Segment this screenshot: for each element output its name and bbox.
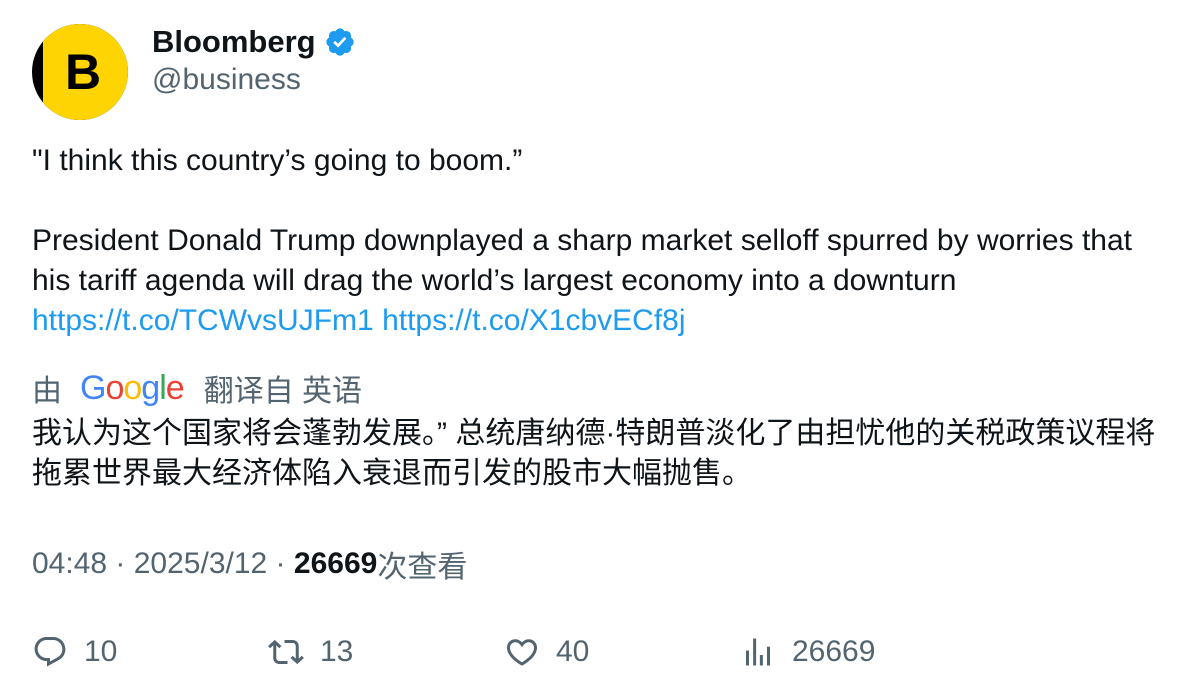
- tweet-body: President Donald Trump downplayed a shar…: [32, 224, 1132, 297]
- tweet-quote-line: "I think this country’s going to boom.”: [32, 144, 523, 177]
- tweet-date[interactable]: 2025/3/12: [133, 547, 268, 580]
- like-count: 40: [556, 635, 590, 668]
- paragraph-gap: [32, 181, 1164, 221]
- translation-prefix: 由: [32, 375, 62, 408]
- retweet-icon: [268, 639, 304, 665]
- avatar[interactable]: B: [32, 24, 128, 120]
- reply-button[interactable]: 10: [32, 630, 117, 674]
- avatar-letter: B: [64, 44, 102, 100]
- verified-badge-icon: [324, 26, 356, 58]
- heart-icon: [506, 639, 538, 666]
- reply-count: 10: [84, 635, 118, 668]
- meta-separator: ·: [107, 547, 134, 580]
- views-chart-icon: [746, 638, 770, 666]
- retweet-button[interactable]: 13: [268, 630, 353, 674]
- tweet-link-1[interactable]: https://t.co/TCWvsUJFm1: [32, 304, 374, 337]
- views-action-count: 26669: [792, 635, 876, 668]
- translated-text: 我认为这个国家将会蓬勃发展。” 总统唐纳德·特朗普淡化了由担忧他的关税政策议程将…: [32, 417, 1156, 490]
- author-handle[interactable]: @business: [152, 63, 301, 96]
- author-name-row: Bloomberg: [152, 22, 356, 62]
- views-button[interactable]: 26669: [740, 630, 875, 674]
- reply-icon: [34, 637, 66, 667]
- display-name[interactable]: Bloomberg: [152, 24, 316, 59]
- tweet-text: "I think this country’s going to boom.” …: [32, 141, 1164, 341]
- translation-suffix[interactable]: 翻译自 英语: [203, 375, 363, 408]
- tweet-body-paragraph: President Donald Trump downplayed a shar…: [32, 221, 1164, 341]
- tweet-link-2[interactable]: https://t.co/X1cbvECf8j: [382, 304, 686, 337]
- retweet-count: 13: [320, 635, 354, 668]
- tweet-meta: 04:48 · 2025/3/12 · 26669 次查看: [32, 544, 467, 584]
- views-label: 次查看: [377, 551, 468, 584]
- views-count: 26669: [293, 547, 378, 580]
- tweet-time[interactable]: 04:48: [32, 547, 108, 580]
- like-button[interactable]: 40: [504, 630, 589, 674]
- meta-separator: ·: [267, 547, 294, 580]
- avatar-background: [43, 24, 128, 120]
